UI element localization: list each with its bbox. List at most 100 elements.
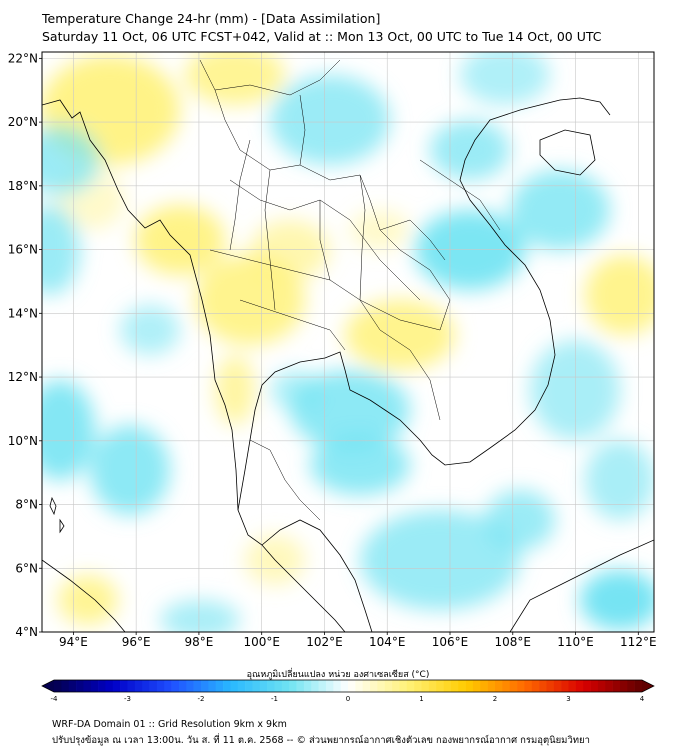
colorbar-cell xyxy=(517,680,525,692)
colorbar-min-extension xyxy=(42,680,54,692)
longitude-label: 108°E xyxy=(495,635,532,649)
colorbar-cell xyxy=(370,680,378,692)
colorbar-cell xyxy=(605,680,613,692)
colorbar-cell xyxy=(561,680,569,692)
longitude-labels: 94°E 96°E 98°E 100°E 102°E 104°E 106°E 108°E 110… xyxy=(59,632,657,649)
latitude-label: 4°N xyxy=(15,625,38,639)
colorbar-cell xyxy=(583,680,591,692)
colorbar-cell xyxy=(421,680,430,692)
cooling-area xyxy=(310,435,410,495)
colorbar-cell xyxy=(392,680,400,692)
cooling-area xyxy=(270,75,390,165)
colorbar-cell xyxy=(245,680,253,692)
colorbar-cell xyxy=(68,680,77,692)
hainan-island xyxy=(539,129,596,176)
colorbar-cell xyxy=(83,680,92,692)
colorbar-tick-label: 0 xyxy=(346,695,350,703)
gridlines xyxy=(42,52,654,632)
colorbar-cell xyxy=(377,680,386,692)
colorbar-cell xyxy=(156,680,165,692)
warming-area xyxy=(250,220,330,280)
colorbar-cell xyxy=(230,680,239,692)
colorbar-tick-label: -4 xyxy=(51,695,59,703)
warming-area xyxy=(58,575,118,625)
cooling-area xyxy=(460,52,550,105)
colorbar-cell xyxy=(406,680,415,692)
latitude-label: 18°N xyxy=(8,179,38,193)
colorbar-cell xyxy=(480,680,488,692)
latitude-label: 10°N xyxy=(8,434,38,448)
forecast-map: 22°N 20°N 18°N 16°N 14°N 12°N 10°N 8°N 6°N 4°N 94… xyxy=(8,51,657,649)
colorbar-cell xyxy=(98,680,106,692)
cooling-area xyxy=(415,210,525,290)
map-subtitle: Saturday 11 Oct, 06 UTC FCST+042, Valid … xyxy=(42,29,602,44)
colorbar-cell xyxy=(384,680,393,692)
colorbar-cell xyxy=(450,680,459,692)
cooling-area xyxy=(510,170,610,250)
colorbar-cell xyxy=(259,680,268,692)
colorbar-cell xyxy=(575,680,584,692)
longitude-label: 106°E xyxy=(432,635,469,649)
colorbar-cell xyxy=(399,680,408,692)
warming-area xyxy=(135,205,225,275)
colorbar-ticks: -4 -3 -2 -1 0 1 2 3 4 xyxy=(51,695,645,703)
warming-area xyxy=(345,300,455,370)
cooling-area xyxy=(42,205,80,295)
coastline-myanmar xyxy=(42,99,346,632)
colorbar-tick-label: 4 xyxy=(640,695,645,703)
colorbar-cell xyxy=(289,680,297,692)
colorbar-cell xyxy=(193,680,202,692)
colorbar-cell xyxy=(487,680,496,692)
colorbar-cell xyxy=(414,680,422,692)
colorbar-cell xyxy=(54,680,62,692)
colorbar-cell xyxy=(311,680,319,692)
colorbar-max-extension xyxy=(642,680,654,692)
province-borders xyxy=(199,59,501,521)
colorbar-outline xyxy=(41,679,655,693)
colorbar-cell xyxy=(186,680,194,692)
colorbar-cell xyxy=(281,680,290,692)
colorbar-cell xyxy=(90,680,99,692)
map-title: Temperature Change 24-hr (mm) - [Data As… xyxy=(42,11,381,26)
colorbar-cell xyxy=(76,680,84,692)
colorbar-cell xyxy=(296,680,305,692)
cooling-area xyxy=(530,340,620,440)
latitude-label: 6°N xyxy=(15,561,38,575)
longitude-label: 100°E xyxy=(243,635,280,649)
colorbar-cell xyxy=(237,680,246,692)
colorbar-cell xyxy=(502,680,510,692)
colorbar-cell xyxy=(223,680,231,692)
cooling-area xyxy=(585,440,654,520)
colorbar-cell xyxy=(553,680,562,692)
colorbar-cell xyxy=(428,680,437,692)
colorbar-cell xyxy=(619,680,628,692)
colorbar-cell xyxy=(362,680,371,692)
colorbar-cell xyxy=(333,680,341,692)
colorbar-cells xyxy=(41,679,655,693)
latitude-labels: 22°N 20°N 18°N 16°N 14°N 12°N 10°N 8°N 6°N 4°N xyxy=(8,51,42,639)
coastline-malay-east xyxy=(261,519,373,632)
coastlines xyxy=(42,97,654,632)
colorbar-tick-label: 1 xyxy=(419,695,423,703)
colorbar-cell xyxy=(164,680,172,692)
colorbar-tick-label: 3 xyxy=(566,695,570,703)
cooling-area xyxy=(160,600,240,632)
colorbar-cell xyxy=(524,680,533,692)
colorbar-cell xyxy=(120,680,128,692)
colorbar-cell xyxy=(348,680,356,692)
cooling-area xyxy=(485,490,555,550)
longitude-label: 102°E xyxy=(306,635,343,649)
colorbar-cell xyxy=(531,680,540,692)
colorbar-cell xyxy=(597,680,606,692)
warming-area xyxy=(215,355,255,425)
colorbar-cell xyxy=(127,680,136,692)
colorbar-cell xyxy=(472,680,481,692)
cooling-area xyxy=(90,425,170,515)
colorbar-cell xyxy=(355,680,363,692)
colorbar-cell xyxy=(325,680,334,692)
latitude-label: 12°N xyxy=(8,370,38,384)
longitude-label: 96°E xyxy=(122,635,151,649)
map-frame xyxy=(41,51,655,633)
colorbar-cell xyxy=(436,680,444,692)
latitude-label: 16°N xyxy=(8,243,38,257)
